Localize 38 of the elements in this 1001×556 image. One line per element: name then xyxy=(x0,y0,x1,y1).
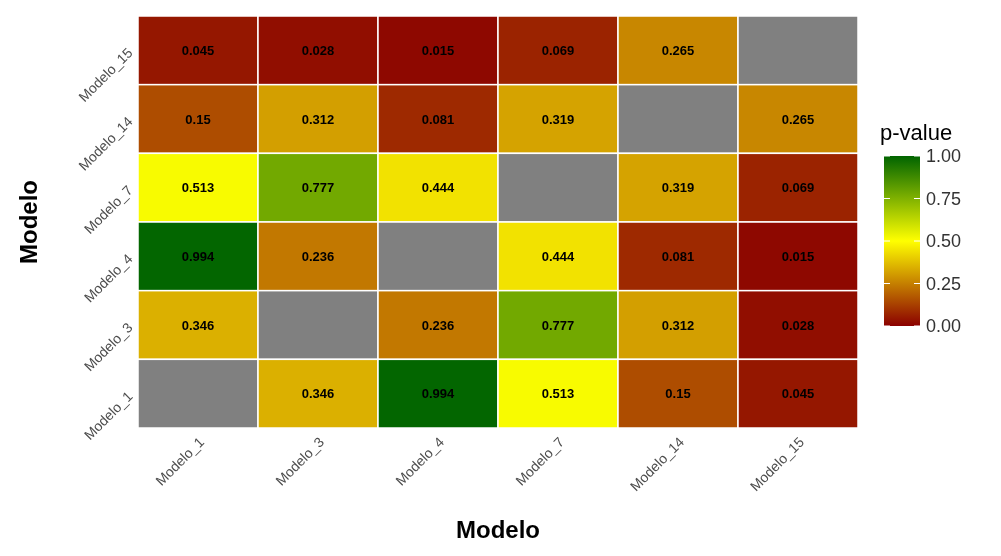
data-label: 0.444 xyxy=(421,180,456,196)
legend-title: p-value xyxy=(880,120,953,145)
data-label: 0.069 xyxy=(781,180,815,196)
data-label: 0.069 xyxy=(541,42,575,58)
data-label: 0.265 xyxy=(781,111,815,127)
data-label: 0.513 xyxy=(181,180,215,196)
data-label: 0.444 xyxy=(541,248,576,264)
data-label: 0.045 xyxy=(781,386,815,402)
data-label: 0.319 xyxy=(541,111,575,127)
data-label: 0.319 xyxy=(661,180,695,196)
data-label: 0.265 xyxy=(661,42,695,58)
data-label: 0.994 xyxy=(181,248,216,264)
data-label: 0.236 xyxy=(301,248,335,264)
data-label: 0.777 xyxy=(301,180,335,196)
data-label: 0.028 xyxy=(301,42,335,58)
data-label: 0.015 xyxy=(421,42,455,58)
data-label: 0.346 xyxy=(301,386,335,402)
data-label: 0.346 xyxy=(181,317,215,333)
data-label: 0.312 xyxy=(661,317,695,333)
data-label: 0.015 xyxy=(781,248,815,264)
color-bar-label: 0.00 xyxy=(926,316,962,336)
color-bar-label: 0.25 xyxy=(926,273,962,294)
data-label: 0.312 xyxy=(301,111,335,127)
x-axis-title: Modelo xyxy=(456,516,540,543)
color-bar-label: 1.00 xyxy=(926,146,962,166)
data-label: 0.513 xyxy=(541,386,575,402)
color-bar-label: 0.75 xyxy=(926,188,962,209)
data-label: 0.15 xyxy=(185,111,211,127)
data-label: 0.15 xyxy=(665,386,691,402)
data-label: 0.081 xyxy=(421,111,455,127)
data-label: 0.994 xyxy=(421,386,456,402)
data-label: 0.081 xyxy=(661,248,695,264)
data-label: 0.045 xyxy=(181,42,215,58)
data-label: 0.236 xyxy=(421,317,455,333)
data-label: 0.777 xyxy=(541,317,575,333)
y-axis-title: Modelo xyxy=(14,180,42,264)
color-bar-label: 0.50 xyxy=(926,231,962,251)
data-label: 0.028 xyxy=(781,317,815,333)
